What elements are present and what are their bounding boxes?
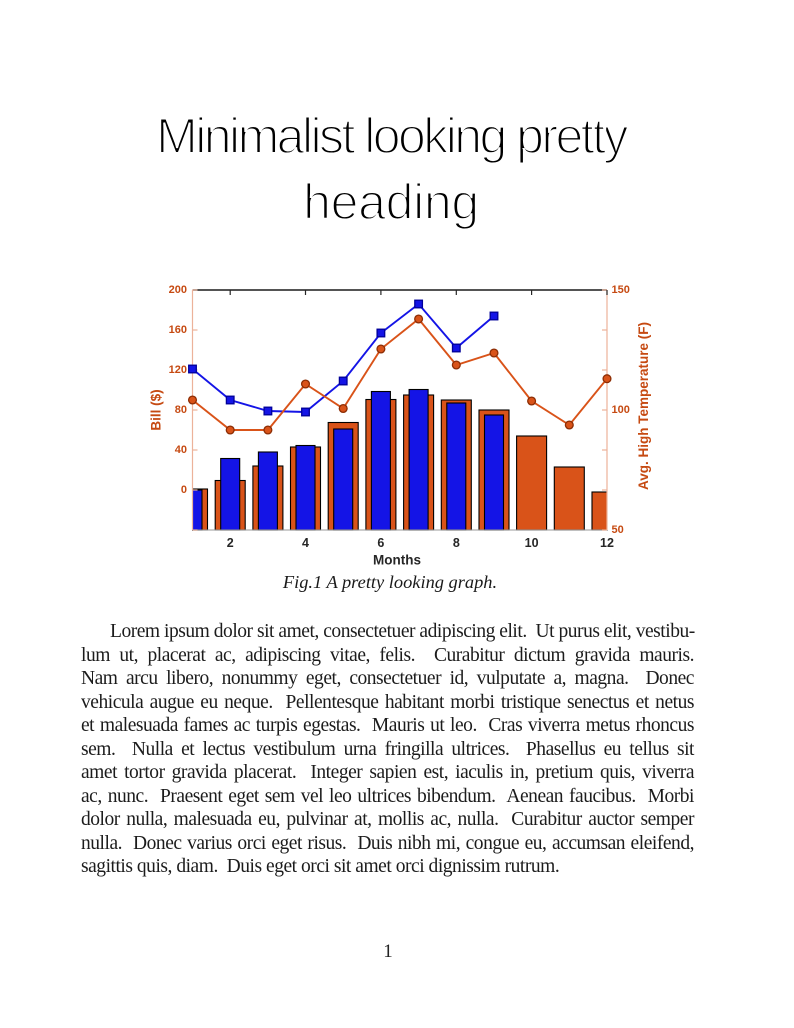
svg-text:40: 40 <box>175 444 187 456</box>
svg-text:Avg. High Temperature (F): Avg. High Temperature (F) <box>636 322 651 490</box>
svg-text:150: 150 <box>612 284 630 296</box>
svg-text:80: 80 <box>175 404 187 416</box>
svg-text:Months: Months <box>373 553 421 568</box>
svg-text:2: 2 <box>227 536 234 550</box>
svg-text:50: 50 <box>612 524 624 536</box>
svg-text:12: 12 <box>600 536 614 550</box>
svg-text:6: 6 <box>377 536 384 550</box>
svg-text:100: 100 <box>612 404 630 416</box>
svg-text:160: 160 <box>169 324 187 336</box>
svg-text:200: 200 <box>169 284 187 296</box>
svg-text:4: 4 <box>302 536 309 550</box>
svg-text:8: 8 <box>453 536 460 550</box>
svg-text:120: 120 <box>169 364 187 376</box>
svg-text:Bill ($): Bill ($) <box>149 389 164 430</box>
svg-text:10: 10 <box>525 536 539 550</box>
svg-text:0: 0 <box>181 484 187 496</box>
